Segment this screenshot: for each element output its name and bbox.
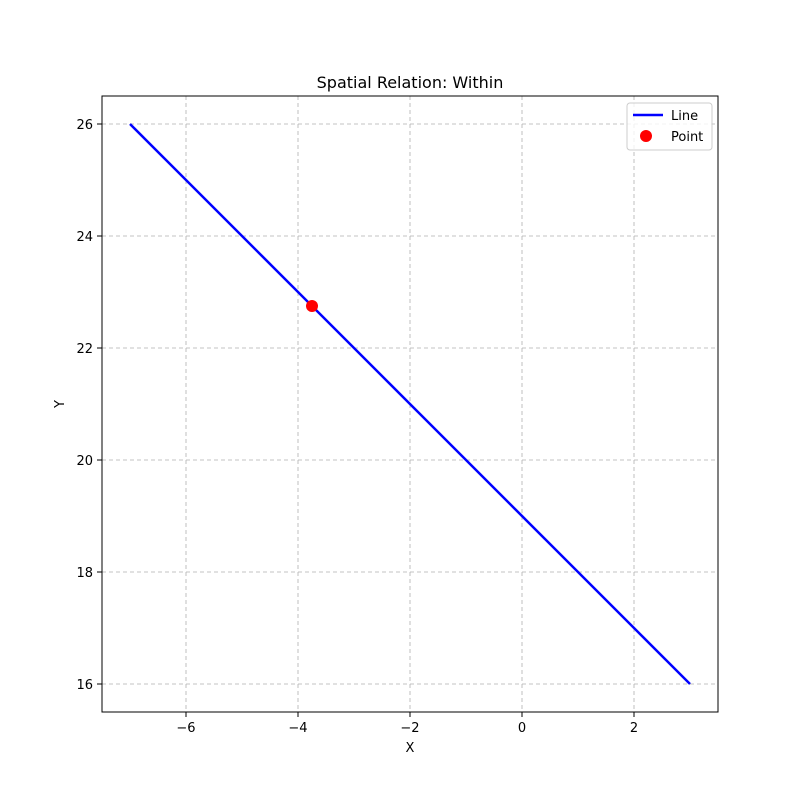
y-axis-ticks: 16 18 20 22 24 26: [76, 118, 102, 693]
series-line: [129, 123, 691, 685]
x-tick-label: −2: [400, 721, 419, 736]
y-tick-label: 24: [76, 230, 93, 245]
y-tick-label: 20: [76, 454, 93, 469]
chart-title: Spatial Relation: Within: [317, 73, 504, 92]
series-point: [306, 300, 318, 312]
x-tick-label: −4: [288, 721, 307, 736]
y-tick-label: 26: [76, 118, 93, 133]
grid: [102, 96, 718, 712]
legend: Line Point: [626, 102, 713, 151]
y-axis-title: Y: [53, 400, 68, 409]
legend-label-line: Line: [671, 109, 698, 124]
x-tick-label: −6: [176, 721, 195, 736]
legend-point-swatch: [640, 130, 652, 142]
y-tick-label: 18: [76, 566, 93, 581]
y-tick-label: 16: [76, 678, 93, 693]
legend-label-point: Point: [671, 130, 703, 145]
y-tick-label: 22: [76, 342, 93, 357]
x-axis-ticks: −6 −4 −2 0 2: [176, 712, 638, 736]
x-tick-label: 0: [518, 721, 526, 736]
x-tick-label: 2: [630, 721, 638, 736]
plot-data: [129, 123, 691, 685]
x-axis-title: X: [406, 741, 415, 756]
